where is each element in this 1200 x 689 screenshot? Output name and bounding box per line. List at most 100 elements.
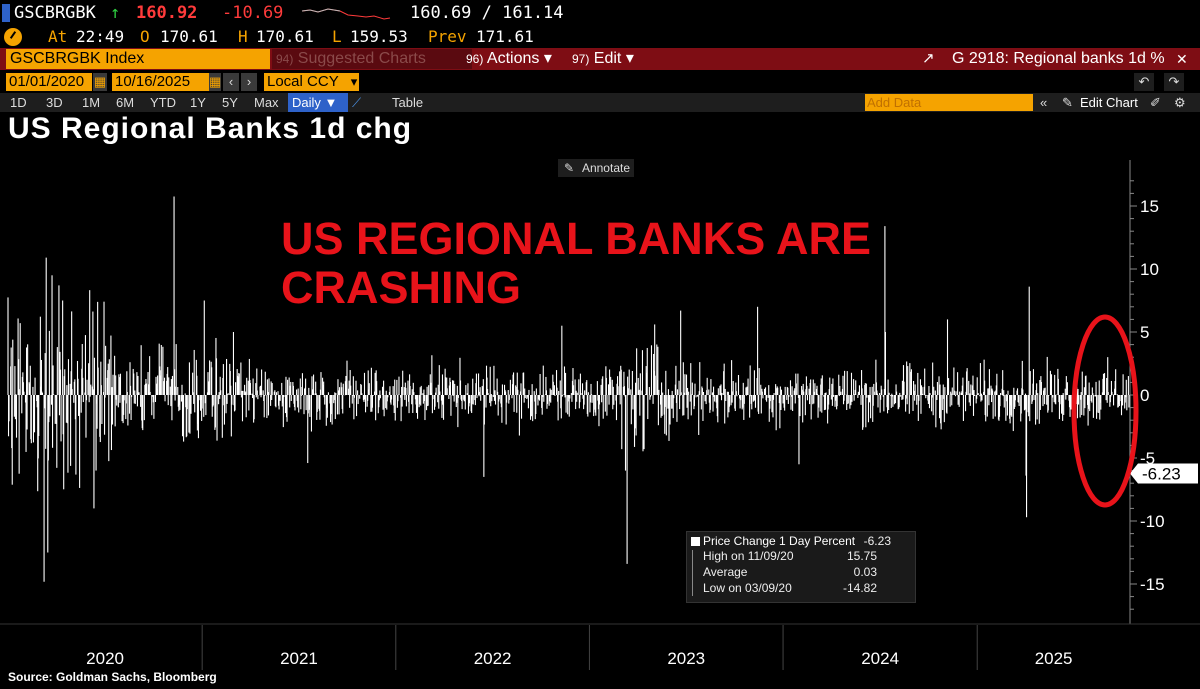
headline-line-1: US REGIONAL BANKS ARE bbox=[281, 213, 872, 264]
start-date-input[interactable]: 01/01/2020 bbox=[6, 73, 92, 91]
headline: US REGIONAL BANKS ARE CRASHING bbox=[281, 214, 871, 312]
up-arrow-icon: ↑ bbox=[110, 3, 121, 23]
last-value-tag bbox=[1130, 463, 1198, 484]
date-range-bar: 01/01/2020 ▦ 10/16/2025 ▦ ‹ › Local CCY … bbox=[0, 72, 1200, 93]
actions-num: 96) bbox=[466, 52, 484, 66]
y-tick-label: 5 bbox=[1140, 323, 1149, 342]
period-3d[interactable]: 3D bbox=[46, 95, 63, 110]
y-tick-label: -15 bbox=[1140, 575, 1165, 594]
legend-high-value: 15.75 bbox=[846, 549, 877, 563]
open-label: O bbox=[140, 27, 150, 46]
suggested-num: 94) bbox=[276, 52, 294, 66]
period-6m[interactable]: 6M bbox=[116, 95, 135, 110]
y-axis: 15 10 5 0 -5 -10 -15 -6.23 bbox=[1129, 160, 1198, 624]
x-tick-label-2024: 2024 bbox=[861, 649, 899, 668]
period-1m[interactable]: 1M bbox=[82, 95, 101, 110]
legend-box: Price Change 1 Day Percent -6.23 High on… bbox=[686, 531, 916, 603]
collapse-icon[interactable]: « bbox=[1040, 95, 1048, 110]
prev-value: 171.61 bbox=[476, 27, 534, 46]
suggested-label: Suggested Charts bbox=[297, 50, 426, 67]
add-data-input[interactable]: Add Data bbox=[865, 94, 1033, 111]
edit-label: Edit ▾ bbox=[593, 50, 634, 67]
currency-dropdown-icon[interactable]: ▾ bbox=[349, 73, 359, 91]
end-calendar-icon[interactable]: ▦ bbox=[209, 73, 222, 91]
open-value: 170.61 bbox=[160, 27, 218, 46]
ticker-bar: GSCBRGBK ↑ 160.92 -10.69 160.69 / 161.14 bbox=[0, 0, 1200, 26]
gauge-icon[interactable] bbox=[4, 28, 22, 46]
highlight-ellipse bbox=[1071, 314, 1139, 508]
period-1d[interactable]: 1D bbox=[10, 95, 27, 110]
at-value: 22:49 bbox=[76, 27, 125, 46]
ticker-symbol[interactable]: GSCBRGBK bbox=[14, 3, 96, 23]
security-toolbar: GSCBRGBK Index 94) Suggested Charts 96) … bbox=[0, 48, 1200, 70]
x-tick-label-2023: 2023 bbox=[667, 649, 705, 668]
low-label: L bbox=[332, 27, 342, 46]
x-tick-label-2020: 2020 bbox=[86, 649, 124, 668]
pencil-icon[interactable]: ✎ bbox=[1062, 95, 1073, 110]
period-1y[interactable]: 1Y bbox=[190, 95, 206, 110]
legend-high-label: High on 11/09/20 bbox=[703, 549, 794, 563]
last-price: 160.92 bbox=[136, 3, 198, 23]
date-gridlines bbox=[201, 625, 978, 670]
actions-label: Actions ▾ bbox=[486, 50, 552, 67]
x-tick-label-2025: 2025 bbox=[1035, 649, 1073, 668]
y-tick-label: 0 bbox=[1140, 386, 1149, 405]
actions-menu[interactable]: 96) Actions ▾ bbox=[466, 49, 566, 69]
edit-chart-button[interactable]: Edit Chart bbox=[1080, 95, 1138, 110]
legend-swatch bbox=[691, 537, 700, 546]
headline-line-2: CRASHING bbox=[281, 262, 522, 313]
legend-series-value: -6.23 bbox=[863, 534, 891, 548]
next-period-icon[interactable]: › bbox=[241, 73, 257, 91]
legend-low-value: -14.82 bbox=[842, 581, 877, 595]
close-icon[interactable]: ✕ bbox=[1176, 51, 1188, 67]
launch-icon[interactable]: ↗ bbox=[922, 50, 935, 67]
legend-avg-label: Average bbox=[703, 565, 748, 579]
x-tick-label-2022: 2022 bbox=[474, 649, 512, 668]
currency-select[interactable]: Local CCY bbox=[264, 73, 354, 91]
undo-icon[interactable]: ↶ bbox=[1134, 73, 1154, 91]
add-data-placeholder: Add Data bbox=[867, 95, 922, 110]
redo-icon[interactable]: ↷ bbox=[1164, 73, 1184, 91]
ticker-flag-icon bbox=[2, 4, 10, 22]
legend-stat-rule bbox=[692, 550, 693, 596]
period-5y[interactable]: 5Y bbox=[222, 95, 238, 110]
frequency-select[interactable]: Daily ▼ bbox=[288, 93, 348, 112]
table-button[interactable]: Table bbox=[392, 95, 424, 110]
bar-series bbox=[7, 196, 1131, 582]
low-value: 159.53 bbox=[350, 27, 408, 46]
line-chart-icon[interactable]: ⟋ bbox=[352, 95, 362, 110]
bid-ask: 160.69 / 161.14 bbox=[410, 3, 564, 23]
quote-bar: At 22:49 O 170.61 H 170.61 L 159.53 Prev… bbox=[0, 26, 1200, 48]
edit-menu[interactable]: 97) Edit ▾ bbox=[572, 49, 642, 69]
high-value: 170.61 bbox=[256, 27, 314, 46]
gear-icon[interactable]: ⚙ bbox=[1174, 95, 1186, 110]
security-field[interactable]: GSCBRGBK Index bbox=[6, 49, 270, 69]
period-max[interactable]: Max bbox=[254, 95, 279, 110]
start-calendar-icon[interactable]: ▦ bbox=[93, 73, 107, 91]
legend-low-label: Low on 03/09/20 bbox=[703, 581, 792, 595]
y-tick-label: 15 bbox=[1140, 197, 1159, 216]
legend-series-label: Price Change 1 Day Percent bbox=[703, 534, 856, 548]
end-date-input[interactable]: 10/16/2025 bbox=[112, 73, 214, 91]
legend-avg-value: 0.03 bbox=[853, 565, 877, 579]
edit-num: 97) bbox=[572, 52, 590, 66]
high-label: H bbox=[238, 27, 248, 46]
suggested-charts-button[interactable]: 94) Suggested Charts bbox=[272, 49, 472, 69]
annotate-button[interactable]: ✎ Annotate bbox=[558, 159, 634, 177]
period-bar: 1D 3D 1M 6M YTD 1Y 5Y Max Daily ▼ ⟋ Tabl… bbox=[0, 93, 1200, 112]
chart-title: US Regional Banks 1d chg bbox=[8, 112, 413, 145]
y-tick-label: 10 bbox=[1140, 260, 1159, 279]
period-ytd[interactable]: YTD bbox=[150, 95, 176, 110]
net-change: -10.69 bbox=[222, 3, 284, 23]
edit-settings-icon[interactable]: ✐ bbox=[1150, 95, 1161, 110]
y-tick-label: -5 bbox=[1140, 449, 1155, 468]
y-tick-label: -10 bbox=[1140, 512, 1165, 531]
source-note: Source: Goldman Sachs, Bloomberg bbox=[8, 670, 217, 684]
chart-id: G 2918: Regional banks 1d % bbox=[952, 50, 1165, 67]
prev-period-icon[interactable]: ‹ bbox=[223, 73, 239, 91]
prev-label: Prev bbox=[428, 27, 467, 46]
x-axis: 2020 2021 2022 2023 2024 2025 bbox=[0, 623, 1200, 668]
at-label: At bbox=[48, 27, 68, 46]
annotate-pencil-icon: ✎ bbox=[564, 161, 575, 175]
